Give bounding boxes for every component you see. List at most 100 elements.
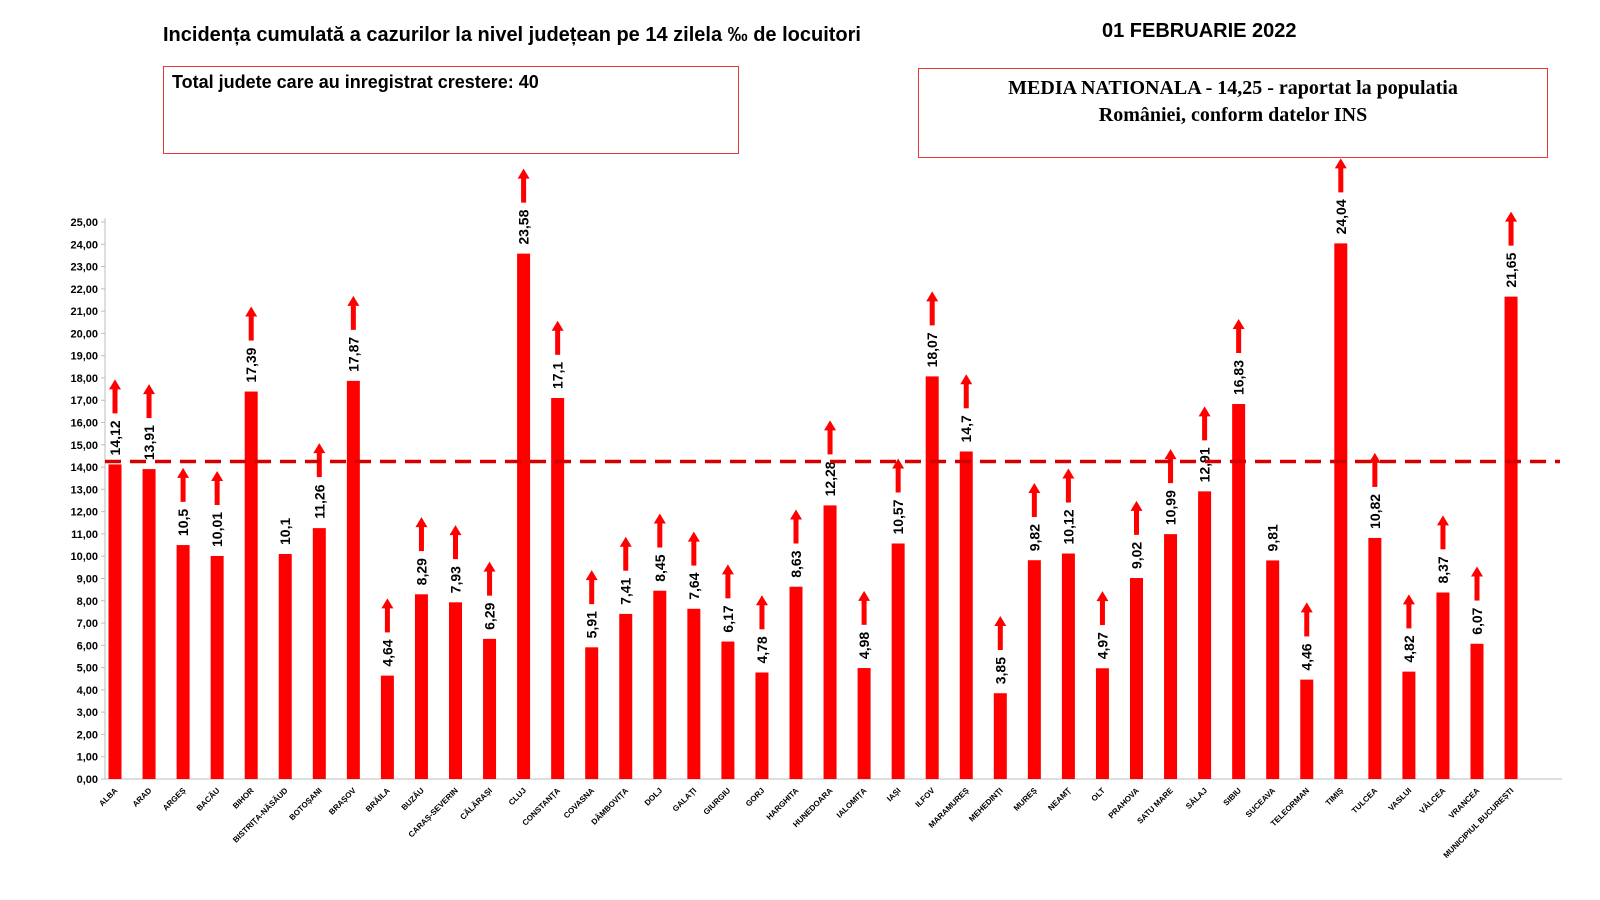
x-category-label: PRAHOVA bbox=[1107, 786, 1141, 820]
increase-arrow-head bbox=[143, 384, 156, 395]
bar bbox=[1470, 643, 1484, 779]
y-tick-label: 16,00 bbox=[70, 418, 98, 430]
x-category-label: TULCEA bbox=[1350, 786, 1379, 815]
increase-arrow-head bbox=[619, 536, 632, 547]
increase-arrow-head bbox=[415, 517, 428, 528]
increase-arrow-head bbox=[245, 306, 258, 317]
y-tick-label: 19,00 bbox=[70, 351, 98, 363]
value-label: 10,1 bbox=[277, 518, 293, 545]
x-category-label: ARAD bbox=[131, 786, 154, 809]
value-label: 4,97 bbox=[1094, 632, 1110, 659]
bar bbox=[993, 693, 1007, 779]
y-tick-label: 8,00 bbox=[77, 596, 98, 608]
increase-arrow-head bbox=[1130, 500, 1143, 511]
value-label: 23,58 bbox=[516, 209, 532, 244]
value-label: 11,26 bbox=[311, 484, 327, 518]
increase-count-box: Total judete care au inregistrat crester… bbox=[163, 66, 739, 154]
value-label: 10,12 bbox=[1060, 509, 1076, 544]
value-label: 6,07 bbox=[1469, 607, 1485, 634]
increase-arrow-head bbox=[1334, 158, 1347, 169]
bar bbox=[959, 451, 973, 779]
increase-arrow-head bbox=[551, 320, 564, 331]
y-tick-label: 1,00 bbox=[77, 752, 98, 764]
x-category-label: SĂLAJ bbox=[1184, 786, 1209, 811]
bar bbox=[1504, 296, 1518, 779]
x-category-label: BIHOR bbox=[231, 786, 256, 811]
bar bbox=[517, 253, 531, 780]
value-label: 7,41 bbox=[618, 577, 634, 604]
increase-arrow-head bbox=[1164, 449, 1177, 460]
y-tick-label: 24,00 bbox=[70, 239, 98, 251]
x-category-label: SUCEAVA bbox=[1244, 786, 1277, 819]
y-tick-label: 4,00 bbox=[77, 685, 98, 697]
bar bbox=[789, 586, 803, 779]
national-average-box: MEDIA NATIONALA - 14,25 - raportat la po… bbox=[918, 68, 1548, 158]
value-label: 10,01 bbox=[209, 512, 225, 547]
y-tick-label: 11,00 bbox=[71, 529, 98, 541]
x-category-label: MUNICIPIUL BUCUREȘTI bbox=[1442, 786, 1516, 860]
increase-arrow-head bbox=[1436, 515, 1449, 526]
value-label: 4,78 bbox=[754, 636, 770, 663]
bar bbox=[755, 672, 769, 779]
bar bbox=[1027, 560, 1041, 779]
x-category-label: VASLUI bbox=[1387, 786, 1414, 813]
y-tick-label: 17,00 bbox=[70, 395, 98, 407]
x-category-label: GIURGIU bbox=[702, 786, 733, 817]
value-label: 10,5 bbox=[175, 509, 191, 536]
value-label: 9,82 bbox=[1026, 524, 1042, 551]
value-label: 17,87 bbox=[345, 337, 361, 372]
bar bbox=[1164, 534, 1178, 779]
increase-arrow-head bbox=[381, 598, 394, 609]
y-tick-label: 15,00 bbox=[70, 440, 98, 452]
value-label: 10,57 bbox=[890, 499, 906, 534]
value-label: 7,64 bbox=[686, 572, 702, 599]
y-tick-label: 9,00 bbox=[77, 573, 98, 585]
increase-arrow-head bbox=[1471, 566, 1483, 577]
bar bbox=[176, 545, 190, 779]
y-tick-label: 2,00 bbox=[77, 729, 98, 741]
value-label: 9,02 bbox=[1129, 542, 1145, 569]
value-label: 12,91 bbox=[1197, 447, 1213, 482]
increase-arrow-head bbox=[1198, 406, 1211, 417]
x-category-label: VÂLCEA bbox=[1418, 786, 1448, 816]
y-tick-label: 5,00 bbox=[77, 663, 98, 675]
x-category-label: NEAMȚ bbox=[1046, 786, 1073, 813]
bar bbox=[380, 675, 394, 779]
bar bbox=[210, 555, 224, 779]
value-label: 10,99 bbox=[1163, 490, 1179, 525]
y-tick-label: 14,00 bbox=[70, 462, 98, 474]
bar bbox=[653, 590, 667, 779]
increase-arrow-head bbox=[585, 570, 598, 581]
value-label: 14,12 bbox=[107, 420, 123, 455]
chart-date: 01 FEBRUARIE 2022 bbox=[1102, 20, 1297, 42]
x-category-label: SATU MARE bbox=[1135, 786, 1175, 826]
value-label: 9,81 bbox=[1265, 524, 1281, 551]
increase-arrow-head bbox=[483, 561, 496, 572]
increase-arrow-head bbox=[517, 168, 530, 179]
national-average-line1: MEDIA NATIONALA - 14,25 - raportat la po… bbox=[1008, 77, 1458, 99]
increase-arrow-head bbox=[824, 420, 837, 431]
bar bbox=[1061, 553, 1075, 779]
value-label: 18,07 bbox=[924, 332, 940, 367]
value-label: 16,83 bbox=[1231, 360, 1247, 395]
increase-arrow-head bbox=[449, 525, 462, 536]
increase-arrow-head bbox=[1402, 594, 1415, 605]
value-label: 12,28 bbox=[822, 461, 838, 496]
bar bbox=[619, 613, 633, 779]
x-category-label: MEHEDINȚI bbox=[967, 786, 1004, 823]
x-category-label: CĂLĂRAȘI bbox=[458, 786, 494, 822]
y-tick-label: 22,00 bbox=[70, 284, 98, 296]
value-label: 4,64 bbox=[379, 639, 395, 666]
value-label: 4,46 bbox=[1299, 643, 1315, 670]
x-category-label: BACĂU bbox=[195, 786, 222, 813]
chart-title: Incidența cumulată a cazurilor la nivel … bbox=[163, 24, 861, 46]
x-category-label: BRĂILA bbox=[364, 786, 392, 814]
value-label: 24,04 bbox=[1333, 199, 1349, 234]
increase-arrow-head bbox=[1096, 591, 1109, 602]
bar bbox=[551, 398, 565, 779]
bar bbox=[346, 380, 360, 779]
increase-arrow-head bbox=[1028, 483, 1041, 494]
bar bbox=[585, 647, 599, 779]
increase-arrow-head bbox=[858, 590, 871, 601]
